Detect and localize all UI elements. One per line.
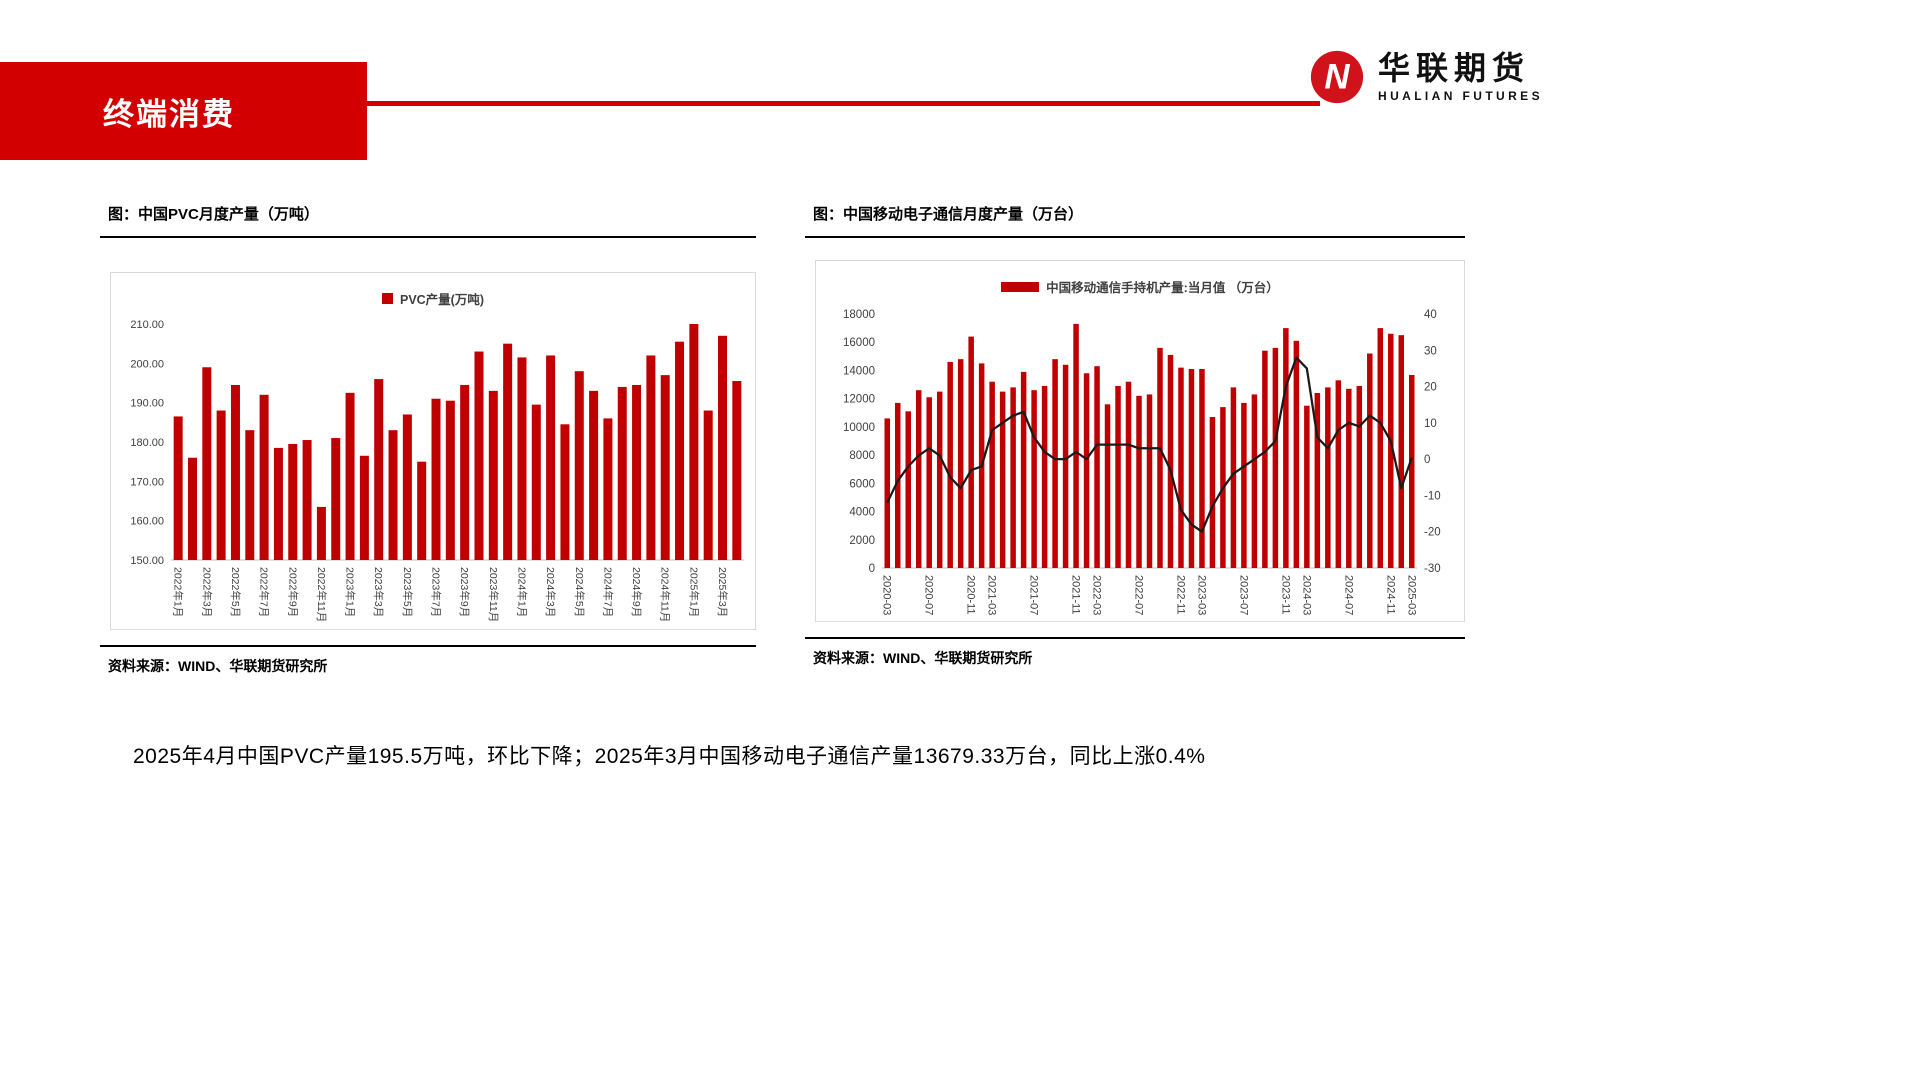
svg-text:2025年3月: 2025年3月 (716, 567, 729, 617)
svg-text:2024-11: 2024-11 (1384, 575, 1396, 615)
svg-text:12000: 12000 (843, 394, 875, 406)
svg-text:2025-03: 2025-03 (1405, 575, 1417, 615)
mobile-chart-title: 图：中国移动电子通信月度产量（万台） (813, 206, 1084, 223)
pvc-bottom-rule (100, 645, 756, 647)
svg-text:2022年1月: 2022年1月 (171, 567, 184, 617)
svg-text:2023年11月: 2023年11月 (486, 567, 499, 622)
svg-text:2022年5月: 2022年5月 (228, 567, 241, 617)
svg-text:14000: 14000 (843, 365, 875, 377)
pvc-chart-frame: PVC产量(万吨) 150.00 160.00 170.00 180.00 190.00… (110, 272, 756, 630)
svg-text:2022-07: 2022-07 (1132, 575, 1144, 615)
svg-text:2024年11月: 2024年11月 (658, 567, 671, 622)
svg-text:2021-07: 2021-07 (1027, 575, 1039, 615)
svg-text:2023-11: 2023-11 (1279, 575, 1291, 615)
svg-text:10: 10 (1424, 418, 1437, 430)
svg-text:2020-03: 2020-03 (880, 575, 892, 615)
mobile-title-rule (805, 236, 1465, 238)
svg-text:2022-03: 2022-03 (1090, 575, 1102, 615)
mobile-legend-swatch (1001, 281, 1040, 292)
svg-text:40: 40 (1424, 309, 1437, 321)
svg-text:160.00: 160.00 (130, 516, 164, 528)
pvc-legend: PVC产量(万吨) (111, 273, 755, 308)
pvc-title-rule (100, 236, 756, 238)
svg-text:N: N (1324, 58, 1350, 97)
page-title-block: 终端消费 (0, 62, 367, 160)
title-rule (367, 101, 1320, 106)
mobile-legend-label: 中国移动通信手持机产量:当月值 （万台） (1046, 281, 1279, 295)
svg-text:-20: -20 (1424, 527, 1441, 539)
svg-text:2024年1月: 2024年1月 (515, 567, 528, 617)
svg-text:2020-07: 2020-07 (922, 575, 934, 615)
svg-text:2000: 2000 (849, 535, 875, 547)
summary-text: 2025年4月中国PVC产量195.5万吨，环比下降；2025年3月中国移动电子… (133, 745, 1206, 768)
svg-text:30: 30 (1424, 345, 1437, 357)
svg-text:2022年3月: 2022年3月 (200, 567, 213, 617)
svg-text:16000: 16000 (843, 337, 875, 349)
svg-text:2023年3月: 2023年3月 (372, 567, 385, 617)
svg-text:2023-07: 2023-07 (1237, 575, 1249, 615)
svg-text:2023年7月: 2023年7月 (429, 567, 442, 617)
svg-text:180.00: 180.00 (130, 437, 164, 449)
svg-text:10000: 10000 (843, 422, 875, 434)
svg-text:2022-11: 2022-11 (1174, 575, 1186, 615)
svg-text:2024-07: 2024-07 (1342, 575, 1354, 615)
pvc-chart-source: 资料来源：WIND、华联期货研究所 (108, 658, 328, 674)
pvc-chart-section: 图：中国PVC月度产量（万吨） PVC产量(万吨) 150.00 160.00 17… (100, 203, 756, 676)
svg-text:2023年1月: 2023年1月 (343, 567, 356, 617)
mobile-chart-frame: 中国移动通信手持机产量:当月值 （万台） 0 2000 4000 6000 8000 10… (815, 260, 1465, 622)
logo-icon: N (1310, 50, 1364, 104)
svg-text:2022年11月: 2022年11月 (314, 567, 327, 622)
svg-text:2021-11: 2021-11 (1069, 575, 1081, 615)
svg-text:2024年3月: 2024年3月 (544, 567, 557, 617)
logo-text: 华联期货 HUALIAN FUTURES (1378, 49, 1543, 104)
mobile-combo-chart: 0 2000 4000 6000 8000 10000 12000 14000 16000 180… (843, 309, 1441, 615)
svg-text:0: 0 (868, 563, 874, 575)
svg-text:210.00: 210.00 (130, 319, 164, 331)
svg-text:2024年7月: 2024年7月 (601, 567, 614, 617)
svg-text:2025年1月: 2025年1月 (687, 567, 700, 617)
svg-text:150.00: 150.00 (130, 555, 164, 567)
svg-text:20: 20 (1424, 382, 1437, 394)
svg-text:4000: 4000 (849, 507, 875, 519)
page-title: 终端消费 (103, 96, 235, 132)
logo-name-cn: 华联期货 (1378, 49, 1531, 86)
svg-text:190.00: 190.00 (130, 398, 164, 410)
mobile-chart-source: 资料来源：WIND、华联期货研究所 (813, 650, 1033, 666)
logo-name-en: HUALIAN FUTURES (1378, 89, 1543, 104)
pvc-bar-chart: 150.00 160.00 170.00 180.00 190.00 200.00 210.… (130, 319, 744, 622)
svg-text:2024年5月: 2024年5月 (572, 567, 585, 617)
pvc-chart-title: 图：中国PVC月度产量（万吨） (108, 206, 319, 223)
svg-text:2021-03: 2021-03 (985, 575, 997, 615)
svg-text:2024年9月: 2024年9月 (630, 567, 643, 617)
mobile-legend: 中国移动通信手持机产量:当月值 （万台） (816, 261, 1464, 296)
svg-text:170.00: 170.00 (130, 476, 164, 488)
mobile-bottom-rule (805, 637, 1465, 639)
svg-text:2022年7月: 2022年7月 (257, 567, 270, 617)
svg-text:8000: 8000 (849, 450, 875, 462)
mobile-chart-section: 图：中国移动电子通信月度产量（万台） 中国移动通信手持机产量:当月值 （万台） … (805, 203, 1465, 668)
svg-text:-10: -10 (1424, 490, 1441, 502)
svg-text:2022年9月: 2022年9月 (286, 567, 299, 617)
svg-text:2023年5月: 2023年5月 (400, 567, 413, 617)
pvc-legend-swatch (381, 293, 393, 304)
svg-text:6000: 6000 (849, 478, 875, 490)
svg-text:2023-03: 2023-03 (1195, 575, 1207, 615)
svg-text:2020-11: 2020-11 (964, 575, 976, 615)
svg-text:2024-03: 2024-03 (1300, 575, 1312, 615)
svg-text:2023年9月: 2023年9月 (458, 567, 471, 617)
svg-text:-30: -30 (1424, 563, 1441, 575)
svg-text:18000: 18000 (843, 309, 875, 321)
svg-text:0: 0 (1424, 454, 1430, 466)
svg-text:200.00: 200.00 (130, 358, 164, 370)
logo: N 华联期货 HUALIAN FUTURES (1308, 48, 1543, 106)
pvc-legend-label: PVC产量(万吨) (399, 293, 485, 307)
